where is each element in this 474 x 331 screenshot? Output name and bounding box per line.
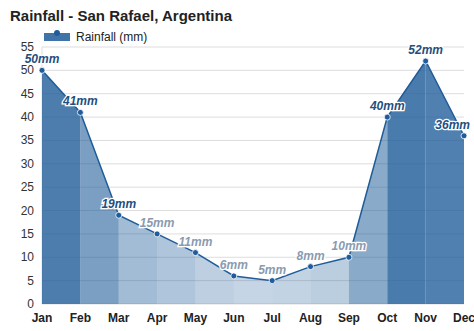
chart-container: 0510152025303540455055JanFebMarAprMayJun… xyxy=(0,0,474,331)
x-tick-label: Dec xyxy=(453,311,474,325)
data-point xyxy=(116,212,122,218)
data-point xyxy=(39,67,45,73)
y-tick-label: 10 xyxy=(21,250,35,264)
x-tick-label: Jun xyxy=(223,311,244,325)
area-segment xyxy=(387,61,425,304)
grid-line xyxy=(42,93,464,94)
title: Rainfall - San Rafael, Argentina xyxy=(10,7,233,24)
y-tick-label: 35 xyxy=(21,133,35,147)
x-tick-label: Jan xyxy=(32,311,53,325)
chart-svg: 0510152025303540455055JanFebMarAprMayJun… xyxy=(0,0,474,331)
data-point xyxy=(384,114,390,120)
data-label: 10mm xyxy=(332,239,367,253)
data-point xyxy=(192,250,198,256)
x-tick-label: May xyxy=(184,311,208,325)
data-label: 36mm xyxy=(435,118,470,132)
data-label: 15mm xyxy=(140,216,175,230)
series-line xyxy=(42,61,464,281)
y-tick-label: 5 xyxy=(27,274,34,288)
x-tick-label: Jul xyxy=(264,311,281,325)
data-point xyxy=(423,58,429,64)
data-label: 11mm xyxy=(179,235,213,249)
x-tick-label: Oct xyxy=(377,311,397,325)
data-point xyxy=(461,133,467,139)
y-tick-label: 0 xyxy=(27,297,34,311)
data-point xyxy=(154,231,160,237)
data-label: 5mm xyxy=(258,263,286,277)
data-label: 8mm xyxy=(297,249,325,263)
grid-line xyxy=(42,47,464,48)
x-tick-label: Aug xyxy=(299,311,322,325)
data-label: 50mm xyxy=(25,52,60,66)
area-segment xyxy=(349,117,387,304)
x-tick-label: Mar xyxy=(108,311,130,325)
data-point xyxy=(77,109,83,115)
data-label: 6mm xyxy=(220,258,248,272)
plot-area xyxy=(39,58,467,304)
data-label: 40mm xyxy=(369,99,405,113)
x-tick-label: Sep xyxy=(338,311,360,325)
x-tick-label: Feb xyxy=(70,311,91,325)
data-label: 52mm xyxy=(408,43,443,57)
legend-label: Rainfall (mm) xyxy=(76,30,147,44)
data-point xyxy=(346,254,352,260)
background xyxy=(0,0,474,331)
y-tick-label: 40 xyxy=(21,110,35,124)
data-label: 19mm xyxy=(101,197,136,211)
data-point xyxy=(269,278,275,284)
legend-marker xyxy=(54,30,60,36)
data-label: 41mm xyxy=(62,94,98,108)
y-tick-label: 45 xyxy=(21,87,35,101)
y-tick-label: 30 xyxy=(21,157,35,171)
area-segment xyxy=(311,257,349,304)
y-tick-label: 25 xyxy=(21,180,35,194)
x-tick-label: Apr xyxy=(147,311,168,325)
data-point xyxy=(231,273,237,279)
y-tick-label: 20 xyxy=(21,204,35,218)
data-point xyxy=(308,264,314,270)
grid-line xyxy=(42,70,464,71)
y-tick-label: 15 xyxy=(21,227,35,241)
x-tick-label: Nov xyxy=(414,311,437,325)
